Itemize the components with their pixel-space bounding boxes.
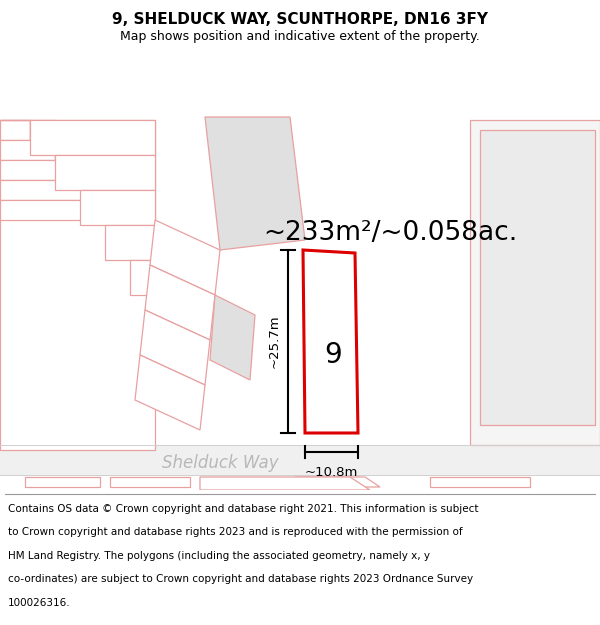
Text: Map shows position and indicative extent of the property.: Map shows position and indicative extent… (120, 30, 480, 43)
Polygon shape (0, 120, 155, 220)
Bar (0, 445, 600, 475)
Polygon shape (205, 117, 305, 250)
Polygon shape (80, 190, 155, 225)
Polygon shape (0, 120, 30, 140)
Polygon shape (110, 477, 190, 487)
Polygon shape (145, 265, 215, 340)
Polygon shape (55, 155, 155, 190)
Polygon shape (210, 295, 255, 380)
Text: ~233m²/~0.058ac.: ~233m²/~0.058ac. (263, 220, 517, 246)
Text: ~25.7m: ~25.7m (268, 315, 281, 368)
Polygon shape (295, 477, 380, 487)
Polygon shape (0, 120, 155, 450)
Polygon shape (150, 220, 220, 295)
Polygon shape (480, 130, 595, 425)
Text: 9, SHELDUCK WAY, SCUNTHORPE, DN16 3FY: 9, SHELDUCK WAY, SCUNTHORPE, DN16 3FY (112, 12, 488, 27)
Polygon shape (25, 477, 100, 487)
Text: 100026316.: 100026316. (8, 598, 70, 608)
Polygon shape (0, 180, 100, 200)
Text: co-ordinates) are subject to Crown copyright and database rights 2023 Ordnance S: co-ordinates) are subject to Crown copyr… (8, 574, 473, 584)
Text: Shelduck Way: Shelduck Way (161, 454, 278, 472)
Polygon shape (0, 140, 55, 160)
Bar (0, 475, 600, 490)
Polygon shape (200, 477, 280, 487)
Polygon shape (0, 200, 130, 220)
Text: Contains OS data © Crown copyright and database right 2021. This information is : Contains OS data © Crown copyright and d… (8, 504, 478, 514)
Polygon shape (140, 310, 210, 385)
Text: to Crown copyright and database rights 2023 and is reproduced with the permissio: to Crown copyright and database rights 2… (8, 527, 463, 537)
Polygon shape (130, 260, 155, 295)
Polygon shape (200, 477, 370, 490)
Polygon shape (470, 120, 600, 445)
Text: HM Land Registry. The polygons (including the associated geometry, namely x, y: HM Land Registry. The polygons (includin… (8, 551, 430, 561)
Polygon shape (135, 355, 205, 430)
Polygon shape (30, 120, 155, 155)
Text: ~10.8m: ~10.8m (305, 466, 358, 479)
Polygon shape (0, 160, 80, 180)
Polygon shape (30, 120, 55, 140)
Text: 9: 9 (324, 341, 342, 369)
Polygon shape (303, 250, 358, 433)
Polygon shape (430, 477, 530, 487)
Polygon shape (105, 225, 155, 260)
